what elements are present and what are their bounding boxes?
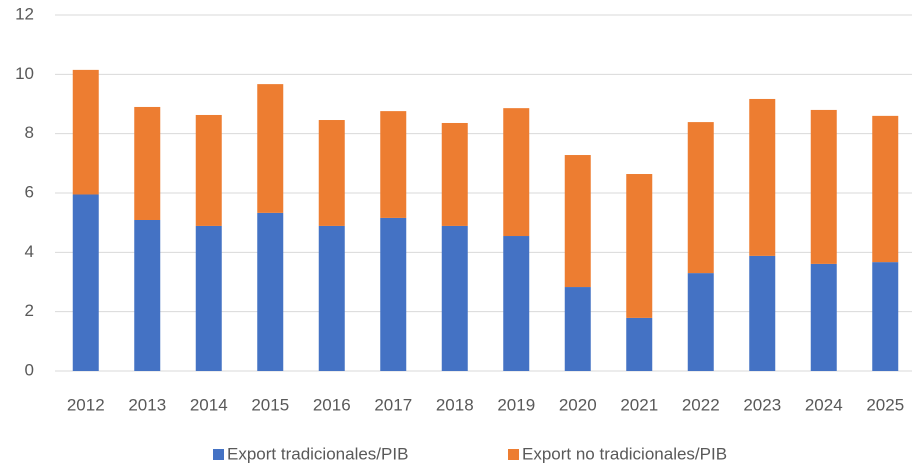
legend-label: Export no tradicionales/PIB (522, 444, 727, 463)
bar-segment (380, 217, 407, 371)
x-tick-label: 2013 (128, 395, 166, 414)
y-tick-label: 6 (25, 182, 34, 201)
bar-segment (257, 84, 284, 213)
x-tick-label: 2022 (682, 395, 720, 414)
x-tick-label: 2014 (190, 395, 228, 414)
bar-segment (564, 287, 591, 371)
bar-segment (503, 108, 530, 237)
x-tick-label: 2023 (743, 395, 781, 414)
bar-segment (134, 106, 161, 220)
x-tick-label: 2025 (866, 395, 904, 414)
bar-segment (687, 273, 714, 371)
legend-swatch (213, 449, 224, 460)
bar-segment (564, 155, 591, 288)
bar-segment (749, 98, 776, 256)
x-tick-label: 2017 (374, 395, 412, 414)
x-tick-label: 2012 (67, 395, 105, 414)
bar-segment (687, 122, 714, 274)
x-tick-label: 2024 (805, 395, 843, 414)
bar-segment (872, 262, 899, 371)
bar-segment (380, 111, 407, 218)
bar-segment (810, 263, 837, 371)
bar-segment (872, 115, 899, 263)
y-tick-label: 8 (25, 123, 34, 142)
bar-segment (134, 219, 161, 371)
bar-segment (318, 120, 345, 226)
bar-segment (195, 114, 222, 226)
bar-segment (626, 174, 653, 318)
y-tick-label: 2 (25, 301, 34, 320)
bar-segment (257, 212, 284, 371)
bar-segment (72, 69, 99, 195)
x-tick-label: 2018 (436, 395, 474, 414)
bar-segment (441, 225, 468, 371)
bar-segment (318, 225, 345, 371)
bar-segment (503, 236, 530, 371)
y-tick-label: 0 (25, 360, 34, 379)
y-tick-label: 12 (15, 4, 34, 23)
bar-segment (72, 194, 99, 371)
legend-label: Export tradicionales/PIB (227, 444, 408, 463)
bar-segment (749, 255, 776, 371)
x-tick-label: 2015 (251, 395, 289, 414)
bar-segment (810, 109, 837, 264)
y-tick-label: 10 (15, 64, 34, 83)
x-tick-label: 2020 (559, 395, 597, 414)
legend-swatch (508, 449, 519, 460)
bar-segment (626, 317, 653, 371)
x-tick-label: 2016 (313, 395, 351, 414)
bar-segment (195, 225, 222, 371)
x-tick-label: 2019 (497, 395, 535, 414)
x-tick-label: 2021 (620, 395, 658, 414)
bar-segment (441, 122, 468, 226)
y-tick-label: 4 (25, 242, 34, 261)
